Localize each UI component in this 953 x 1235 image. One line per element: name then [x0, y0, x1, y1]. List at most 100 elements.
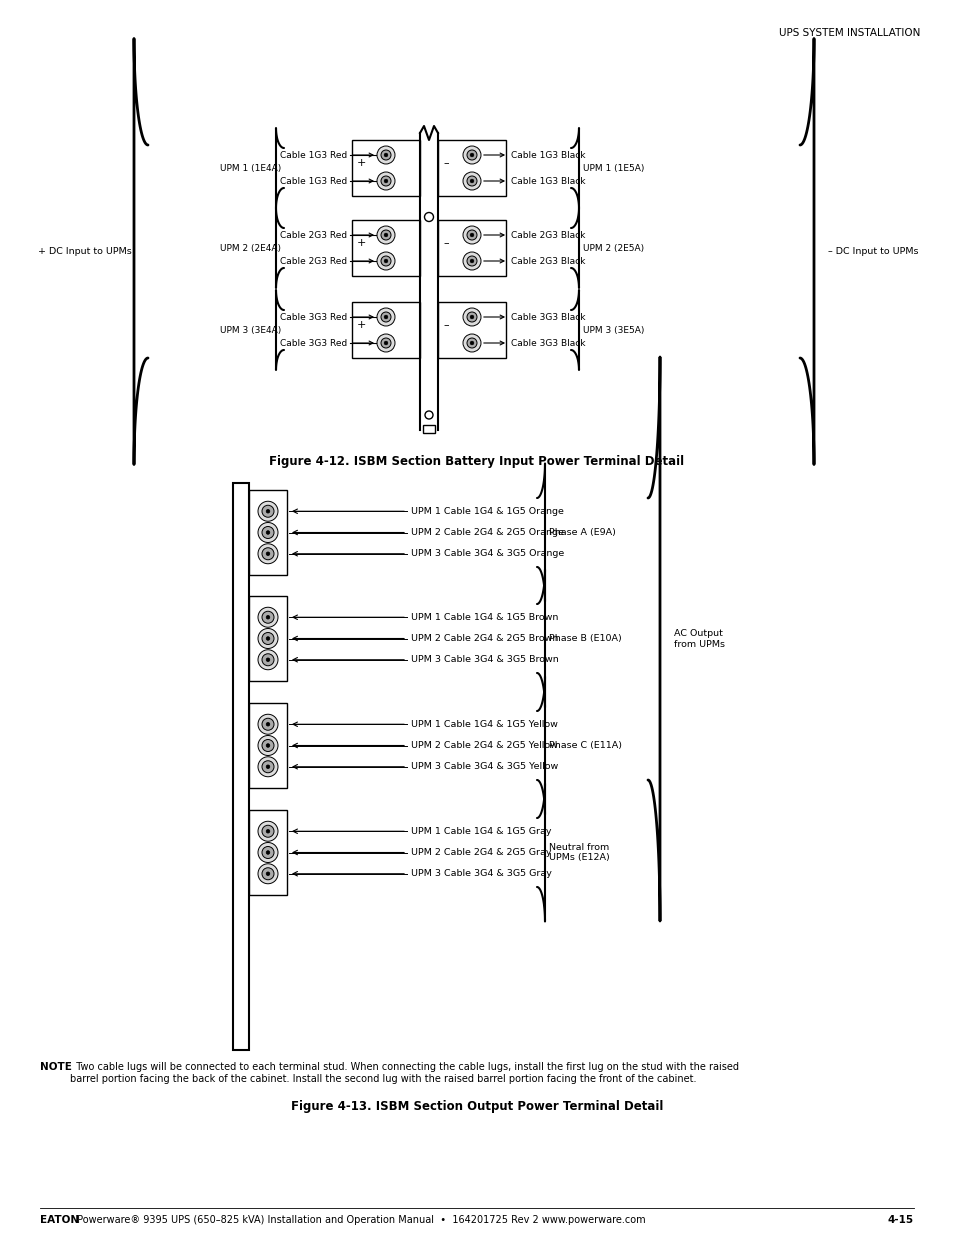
Circle shape — [376, 333, 395, 352]
Text: Cable 2G3 Red: Cable 2G3 Red — [279, 231, 347, 240]
Circle shape — [424, 212, 433, 221]
Circle shape — [266, 743, 270, 747]
Circle shape — [376, 172, 395, 190]
Text: Figure 4-13. ISBM Section Output Power Terminal Detail: Figure 4-13. ISBM Section Output Power T… — [291, 1100, 662, 1113]
Text: UPM 3 Cable 3G4 & 3G5 Yellow: UPM 3 Cable 3G4 & 3G5 Yellow — [411, 762, 558, 771]
Text: –: – — [442, 238, 448, 248]
Circle shape — [384, 341, 387, 345]
Circle shape — [266, 615, 270, 619]
Text: Two cable lugs will be connected to each terminal stud. When connecting the cabl: Two cable lugs will be connected to each… — [70, 1062, 739, 1083]
Circle shape — [380, 338, 391, 348]
Circle shape — [384, 259, 387, 263]
Circle shape — [257, 842, 277, 862]
Circle shape — [262, 846, 274, 858]
Text: UPM 1 Cable 1G4 & 1G5 Yellow: UPM 1 Cable 1G4 & 1G5 Yellow — [411, 720, 558, 729]
Circle shape — [262, 825, 274, 837]
Circle shape — [470, 315, 474, 319]
Circle shape — [384, 179, 387, 183]
Text: –: – — [442, 320, 448, 330]
Text: UPM 1 Cable 1G4 & 1G5 Orange: UPM 1 Cable 1G4 & 1G5 Orange — [411, 506, 563, 516]
Bar — [352, 220, 419, 275]
Circle shape — [266, 830, 270, 834]
Text: UPM 2 Cable 2G4 & 2G5 Orange: UPM 2 Cable 2G4 & 2G5 Orange — [411, 529, 563, 537]
Text: +: + — [356, 238, 366, 248]
Text: – DC Input to UPMs: – DC Input to UPMs — [827, 247, 918, 256]
Bar — [437, 140, 505, 196]
Text: –: – — [442, 158, 448, 168]
Text: Cable 1G3 Red: Cable 1G3 Red — [279, 151, 347, 159]
Bar — [352, 303, 419, 358]
Circle shape — [257, 543, 277, 563]
Circle shape — [266, 872, 270, 876]
Circle shape — [376, 146, 395, 164]
Bar — [249, 597, 287, 680]
Text: UPM 3 Cable 3G4 & 3G5 Orange: UPM 3 Cable 3G4 & 3G5 Orange — [411, 550, 563, 558]
Circle shape — [462, 146, 480, 164]
Bar — [422, 425, 435, 433]
Text: UPM 2 Cable 2G4 & 2G5 Yellow: UPM 2 Cable 2G4 & 2G5 Yellow — [411, 741, 558, 750]
Bar — [437, 303, 505, 358]
Text: Cable 3G3 Black: Cable 3G3 Black — [511, 312, 585, 321]
Circle shape — [467, 177, 476, 186]
Circle shape — [257, 608, 277, 627]
Bar — [249, 703, 287, 788]
Circle shape — [262, 761, 274, 773]
Circle shape — [467, 338, 476, 348]
Circle shape — [266, 552, 270, 556]
Circle shape — [470, 233, 474, 237]
Circle shape — [257, 863, 277, 884]
Circle shape — [462, 252, 480, 270]
Circle shape — [467, 149, 476, 161]
Circle shape — [262, 526, 274, 538]
Text: UPS SYSTEM INSTALLATION: UPS SYSTEM INSTALLATION — [778, 28, 919, 38]
Text: NOTE: NOTE — [40, 1062, 71, 1072]
Circle shape — [380, 230, 391, 240]
Text: Powerware® 9395 UPS (650–825 kVA) Installation and Operation Manual  •  16420172: Powerware® 9395 UPS (650–825 kVA) Instal… — [74, 1215, 645, 1225]
Circle shape — [257, 629, 277, 648]
Text: Cable 1G3 Black: Cable 1G3 Black — [511, 177, 585, 185]
Circle shape — [470, 259, 474, 263]
Circle shape — [262, 868, 274, 879]
Text: Cable 2G3 Black: Cable 2G3 Black — [511, 257, 585, 266]
Circle shape — [376, 308, 395, 326]
Circle shape — [257, 736, 277, 756]
Circle shape — [380, 149, 391, 161]
Text: Cable 2G3 Black: Cable 2G3 Black — [511, 231, 585, 240]
Circle shape — [266, 531, 270, 535]
Text: UPM 2 Cable 2G4 & 2G5 Brown: UPM 2 Cable 2G4 & 2G5 Brown — [411, 634, 558, 643]
Circle shape — [462, 172, 480, 190]
Text: UPM 3 (3E4A): UPM 3 (3E4A) — [219, 326, 281, 335]
Text: UPM 3 (3E5A): UPM 3 (3E5A) — [582, 326, 643, 335]
Text: +: + — [356, 158, 366, 168]
Circle shape — [266, 637, 270, 640]
Circle shape — [376, 226, 395, 245]
Circle shape — [384, 153, 387, 157]
Circle shape — [380, 312, 391, 322]
Text: Neutral from
UPMs (E12A): Neutral from UPMs (E12A) — [548, 842, 609, 862]
Circle shape — [262, 611, 274, 624]
Circle shape — [266, 722, 270, 726]
Text: +: + — [356, 320, 366, 330]
Text: UPM 2 (2E4A): UPM 2 (2E4A) — [220, 243, 281, 252]
Circle shape — [376, 252, 395, 270]
Circle shape — [257, 650, 277, 669]
Text: Cable 3G3 Red: Cable 3G3 Red — [279, 338, 347, 347]
Text: UPM 1 (1E5A): UPM 1 (1E5A) — [582, 163, 643, 173]
Circle shape — [380, 177, 391, 186]
Circle shape — [467, 230, 476, 240]
Text: UPM 1 Cable 1G4 & 1G5 Brown: UPM 1 Cable 1G4 & 1G5 Brown — [411, 613, 558, 621]
Circle shape — [257, 522, 277, 542]
Text: Cable 1G3 Black: Cable 1G3 Black — [511, 151, 585, 159]
Circle shape — [257, 714, 277, 735]
Circle shape — [266, 510, 270, 513]
Circle shape — [262, 719, 274, 730]
Text: UPM 2 (2E5A): UPM 2 (2E5A) — [582, 243, 643, 252]
Text: + DC Input to UPMs: + DC Input to UPMs — [38, 247, 132, 256]
Text: Phase A (E9A): Phase A (E9A) — [548, 529, 616, 537]
Circle shape — [462, 308, 480, 326]
Circle shape — [380, 256, 391, 266]
Bar — [233, 483, 249, 1050]
Circle shape — [384, 315, 387, 319]
Text: Cable 3G3 Black: Cable 3G3 Black — [511, 338, 585, 347]
Text: Cable 3G3 Red: Cable 3G3 Red — [279, 312, 347, 321]
